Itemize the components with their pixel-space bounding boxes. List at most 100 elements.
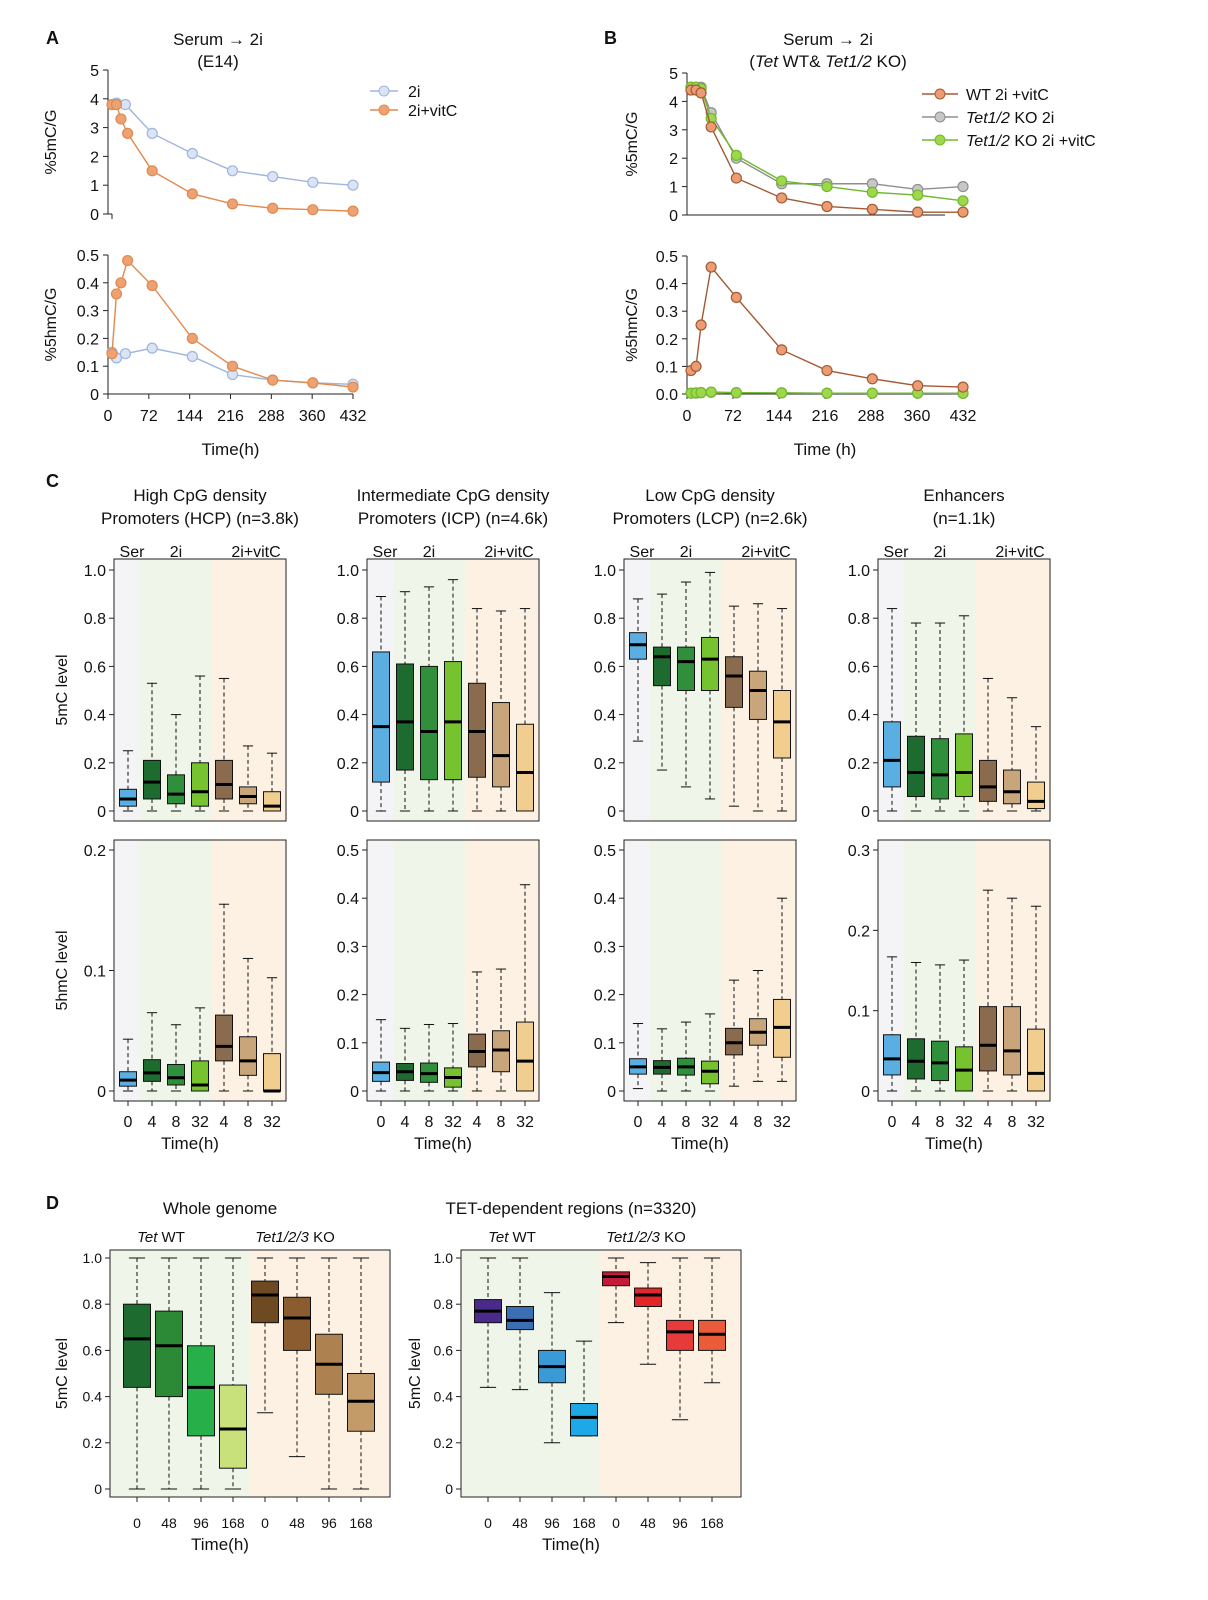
c-panel-1-top-box-4-box xyxy=(191,762,209,807)
c-panel-1-bottom-box-3-box xyxy=(167,1063,185,1086)
a-top-series-2i-point xyxy=(186,147,198,160)
a-bottom-series-2i-point xyxy=(119,348,131,360)
a-legend-2i-marker xyxy=(378,85,390,97)
panel-a: 0 1 2 3 4 5 %5mC/G 2i 2i+vitC 0 0.1 0.2 0.3 0.4 0.5 %5h… xyxy=(43,63,457,459)
d-panel-1-y-tick-label: 0.2 xyxy=(83,1435,103,1451)
c-panel-1-bottom-box-7-box xyxy=(263,1053,281,1092)
a-legend-vitc-marker xyxy=(378,104,390,116)
d-panel-1-x-tick-label: 168 xyxy=(349,1515,373,1531)
c-panel-3-bottom-y-tick-label: 0.5 xyxy=(594,843,616,860)
c-panel-3-group-2i-vitc: 2i+vitC xyxy=(741,544,790,561)
d-panel-2-box-5-box xyxy=(602,1271,630,1287)
b-top-series-ko-2i-vitc-point xyxy=(821,181,833,193)
c-panel-2-bottom-y-tick-label: 0.1 xyxy=(337,1036,359,1053)
c-panel-2-bottom-y-tick-label: 0.4 xyxy=(337,891,359,908)
a-top-y-tick-label: 3 xyxy=(90,121,99,138)
c-panel-1-bottom-box-4-box xyxy=(191,1060,209,1092)
a-bottom-series-2i-vitc-point xyxy=(106,348,118,360)
a-top-y-tick-label: 0 xyxy=(90,207,99,224)
b-legend-wt-2i-vitc-label: WT 2i +vitC xyxy=(966,87,1049,104)
c-panel-2-x-tick-label: 4 xyxy=(401,1114,410,1131)
b-bottom-series-ko-2i-vitc-point xyxy=(776,387,788,399)
d-panel-1-y-tick-label: 1.0 xyxy=(83,1250,103,1266)
c-panel-2-x-tick-label: 4 xyxy=(473,1114,482,1131)
d-panel-1-box-3-box xyxy=(187,1345,215,1437)
b-top-series-ko-2i-point xyxy=(957,181,969,193)
d-panel-1-x-tick-label: 96 xyxy=(193,1515,209,1531)
d-panel-2-title: TET-dependent regions (n=3320) xyxy=(446,1199,697,1218)
b-bottom-x-tick-label: 72 xyxy=(724,408,742,425)
a-bottom-series-2i-vitc-point xyxy=(115,277,127,289)
b-top-series-wt-2i-vitc-point xyxy=(730,172,742,184)
d-panel-1-x-tick-label: 168 xyxy=(221,1515,245,1531)
c-panel-2-group-ser: Ser xyxy=(373,544,399,561)
c-panel-2-x-tick-label: 8 xyxy=(425,1114,434,1131)
c-panel-3-bottom-y-tick-label: 0.2 xyxy=(594,988,616,1005)
b-bottom-x-label: Time (h) xyxy=(794,440,857,459)
d-panel-1-y-label: 5mC level xyxy=(54,1338,71,1409)
d-panel-2-bg-tet-ko xyxy=(600,1250,741,1497)
a-bottom-series-2i-vitc-point xyxy=(226,360,239,372)
c-panel-4-bottom-box-6-box xyxy=(1003,1006,1021,1076)
c-panel-3-group-2i: 2i xyxy=(680,544,692,561)
d-panel-2-y-tick-label: 1.0 xyxy=(434,1250,454,1266)
a-bottom-x-tick-label: 432 xyxy=(340,408,367,425)
b-bottom-x-tick-label: 432 xyxy=(950,408,977,425)
c-panel-4-top-y-tick-label: 1.0 xyxy=(848,563,870,580)
d-panel-2-bg-tet-wt xyxy=(461,1250,600,1497)
b-legend-wt-2i-vitc-marker xyxy=(934,88,946,100)
b-legend-italic: Tet1/2 xyxy=(966,110,1010,127)
c-panel-2-top-box-7-box xyxy=(516,723,534,812)
c-panel-4-top-box-7-box xyxy=(1027,781,1045,810)
c-panel-1-top-bg-serum xyxy=(114,559,140,821)
b-top-series-ko-2i-vitc-point xyxy=(776,175,788,187)
c-panel-1-subtitle: Promoters (HCP) (n=3.8k) xyxy=(101,509,299,528)
b-top-series-wt-2i-vitc-point xyxy=(705,121,717,133)
c-panel-3-x-tick-label: 8 xyxy=(682,1114,691,1131)
d-panel-1-y-tick-label: 0 xyxy=(94,1481,102,1497)
d-panel-2-box-7-box xyxy=(666,1319,694,1351)
c-panel-3-top-box-3-box xyxy=(677,646,695,691)
c-panel-3-top-y-tick-label: 0.2 xyxy=(594,756,616,773)
d-panel-2-x-tick-label: 0 xyxy=(484,1515,492,1531)
c-panel-2-top-y-tick-label: 0.4 xyxy=(337,708,359,725)
a-top-series-2i-vitc-point xyxy=(267,202,279,214)
c-panel-1-bottom-box-6-box xyxy=(239,1036,257,1076)
c-panel-2-top-box-1-box xyxy=(372,651,390,783)
b-bottom-series-ko-2i-vitc-point xyxy=(821,387,833,399)
c-panel-2-x-tick-label: 0 xyxy=(377,1114,386,1131)
c-panel-2-bottom-y-tick-label: 0 xyxy=(350,1084,359,1101)
c-panel-3-subtitle: Promoters (LCP) (n=2.6k) xyxy=(612,509,807,528)
b-bottom-y-tick-label: 0.5 xyxy=(656,249,678,266)
d-panel-1-title: Whole genome xyxy=(163,1199,277,1218)
c-panel-1-bottom-y-label: 5hmC level xyxy=(54,930,71,1010)
a-bottom-series-2i-vitc-point xyxy=(267,374,279,386)
d-panel-1-y-tick-label: 0.6 xyxy=(83,1342,103,1358)
b-bottom-series-ko-2i-vitc-point xyxy=(705,386,717,398)
b-top-series-ko-2i-vitc-point xyxy=(912,189,924,201)
d-panel-1-y-tick-label: 0.8 xyxy=(83,1296,103,1312)
d-panel-2-frame xyxy=(460,1249,742,1498)
b-legend-ko-2i-marker xyxy=(934,111,946,123)
c-panel-3-top-y-tick-label: 0.8 xyxy=(594,611,616,628)
b-bottom-series-ko-2i-vitc-point xyxy=(695,387,707,399)
d-panel-1-x-tick-label: 96 xyxy=(321,1515,337,1531)
c-panel-4-top-frame xyxy=(877,558,1051,822)
a-bottom-x-label: Time(h) xyxy=(202,440,260,459)
b-top-series-wt-2i-vitc-point xyxy=(821,200,833,213)
a-bottom-series-2i-vitc-point xyxy=(146,279,158,292)
d-panel-1-box-2-box xyxy=(155,1310,183,1398)
b-bottom-series-wt-2i-vitc-point xyxy=(912,380,924,392)
d-panel-1-box-6-box xyxy=(283,1296,311,1351)
c-panel-3-x-tick-label: 32 xyxy=(701,1114,719,1131)
a-legend-2i-label: 2i xyxy=(408,84,420,101)
panel-a-subtitle: (E14) xyxy=(197,52,239,71)
c-panel-3-x-tick-label: 4 xyxy=(730,1114,739,1131)
b-bottom-series-ko-2i-vitc-point xyxy=(730,387,742,399)
c-panel-2-bottom-bg-serum xyxy=(367,840,393,1101)
a-bottom-series-2i-point xyxy=(146,342,158,354)
b-top-y-tick-label: 5 xyxy=(669,66,678,83)
b-top-y-tick-label: 1 xyxy=(669,180,678,197)
